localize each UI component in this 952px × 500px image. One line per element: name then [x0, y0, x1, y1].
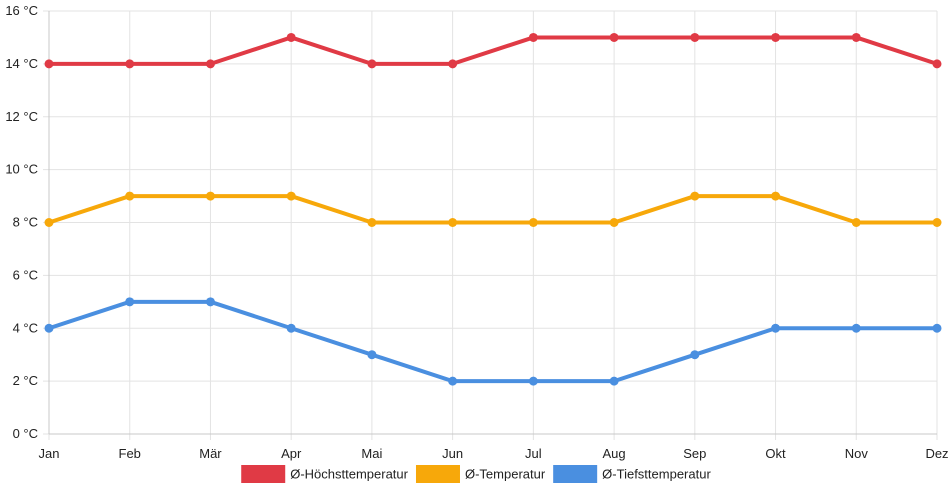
- data-point[interactable]: [771, 323, 781, 333]
- data-point[interactable]: [367, 59, 377, 69]
- data-point[interactable]: [528, 218, 538, 227]
- data-point[interactable]: [286, 191, 296, 201]
- data-point[interactable]: [44, 59, 54, 69]
- data-point[interactable]: [851, 32, 861, 42]
- data-point[interactable]: [690, 191, 700, 201]
- x-tick-label: Okt: [765, 446, 786, 461]
- y-tick-label: 6 °C: [13, 267, 38, 282]
- y-tick-label: 8 °C: [13, 215, 38, 230]
- y-tick-label: 4 °C: [13, 320, 38, 335]
- legend-item-2[interactable]: Ø-Temperatur: [415, 465, 546, 483]
- axes: 0 °C 2 °C 4 °C 6 °C 8 °C 10 °C 12 °C 14 °C 16 °C…: [5, 3, 948, 461]
- data-point[interactable]: [44, 323, 54, 333]
- x-tick-label: Dez: [925, 446, 948, 461]
- legend: Ø-Höchsttemperatur Ø-Temperatur Ø-Tiefstte…: [241, 465, 711, 483]
- series-line-3: [47, 299, 939, 384]
- data-point[interactable]: [528, 32, 538, 42]
- series-line-1: [47, 35, 939, 66]
- legend-swatch: [241, 465, 286, 483]
- data-point[interactable]: [528, 376, 538, 386]
- data-point[interactable]: [205, 297, 215, 307]
- series-line-2: [47, 194, 939, 225]
- data-point[interactable]: [609, 32, 619, 42]
- x-tick-label: Jul: [525, 446, 542, 461]
- series-lines: [44, 32, 942, 386]
- x-tick-label: Mai: [361, 446, 382, 461]
- y-tick-label: 2 °C: [13, 373, 38, 388]
- data-point[interactable]: [932, 59, 942, 69]
- x-tick-label: Aug: [603, 446, 626, 461]
- data-point[interactable]: [448, 218, 458, 227]
- data-point[interactable]: [125, 59, 135, 69]
- data-point[interactable]: [771, 191, 781, 201]
- y-tick-label: 10 °C: [5, 162, 38, 177]
- x-tick-label: Sep: [683, 446, 706, 461]
- data-point[interactable]: [286, 323, 296, 333]
- x-tick-label: Jun: [442, 446, 463, 461]
- x-tick-label: Jan: [39, 446, 60, 461]
- data-point[interactable]: [367, 350, 377, 360]
- y-tick-label: 12 °C: [5, 109, 38, 124]
- data-point[interactable]: [448, 376, 458, 386]
- data-point[interactable]: [286, 32, 296, 42]
- legend-item-3[interactable]: Ø-Tiefsttemperatur: [553, 465, 711, 483]
- data-point[interactable]: [448, 59, 458, 69]
- legend-label: Ø-Temperatur: [465, 467, 546, 482]
- data-point[interactable]: [125, 297, 135, 307]
- data-point[interactable]: [851, 323, 861, 333]
- data-point[interactable]: [932, 323, 942, 333]
- data-point[interactable]: [690, 350, 700, 360]
- data-point[interactable]: [44, 218, 54, 227]
- data-point[interactable]: [125, 191, 135, 201]
- legend-swatch: [553, 465, 598, 483]
- x-tick-label: Feb: [119, 446, 141, 461]
- data-point[interactable]: [690, 32, 700, 42]
- x-tick-label: Apr: [281, 446, 302, 461]
- grid-lines: [43, 10, 938, 440]
- x-tick-label: Nov: [845, 446, 869, 461]
- y-tick-label: 0 °C: [13, 426, 38, 441]
- x-tick-label: Mär: [199, 446, 222, 461]
- data-point[interactable]: [205, 59, 215, 69]
- legend-swatch: [415, 465, 460, 483]
- legend-label: Ø-Tiefsttemperatur: [602, 467, 711, 482]
- y-tick-label: 14 °C: [5, 56, 38, 71]
- data-point[interactable]: [609, 376, 619, 386]
- data-point[interactable]: [851, 218, 861, 227]
- data-point[interactable]: [205, 191, 215, 201]
- legend-item-1[interactable]: Ø-Höchsttemperatur: [241, 465, 409, 483]
- data-point[interactable]: [932, 218, 942, 227]
- data-point[interactable]: [609, 218, 619, 227]
- data-point[interactable]: [367, 218, 377, 227]
- y-tick-label: 16 °C: [5, 3, 38, 18]
- legend-label: Ø-Höchsttemperatur: [290, 467, 408, 482]
- data-point[interactable]: [771, 32, 781, 42]
